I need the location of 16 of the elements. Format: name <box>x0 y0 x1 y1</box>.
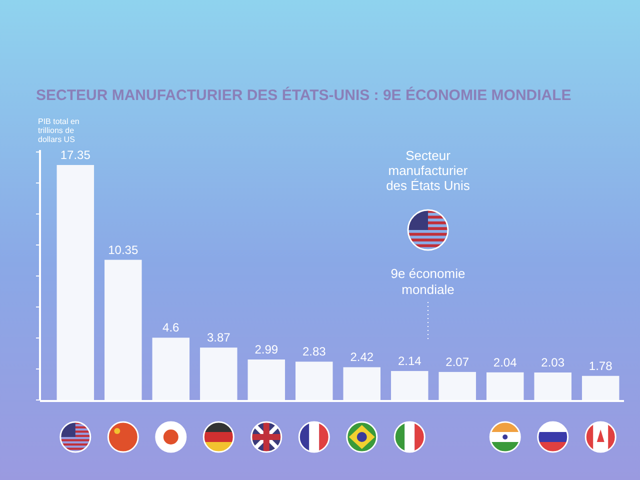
data-label: 2.42 <box>350 350 374 364</box>
data-label: 2.07 <box>446 354 470 369</box>
annotation: Secteur manufacturier des États Unis <box>386 148 470 193</box>
data-label: 10.35 <box>108 242 138 257</box>
data-label: 2.14 <box>398 354 422 368</box>
y-axis-title: PIB total en trillions de dollars US <box>38 117 80 144</box>
data-label: 2.03 <box>541 356 565 370</box>
data-label: 3.87 <box>206 330 231 345</box>
annotation: 9e économie mondiale <box>390 266 466 297</box>
data-label: 2.83 <box>302 344 326 359</box>
data-label: 4.6 <box>162 320 180 335</box>
data-label: 1.78 <box>588 358 613 373</box>
chart-title: SECTEUR MANUFACTURIER DES ÉTATS-UNIS : 9E ÉCONOMIE MONDIALE <box>36 86 572 104</box>
data-label: 2.99 <box>254 342 278 356</box>
data-label: 17.35 <box>60 148 91 162</box>
data-label: 2.04 <box>493 355 518 370</box>
